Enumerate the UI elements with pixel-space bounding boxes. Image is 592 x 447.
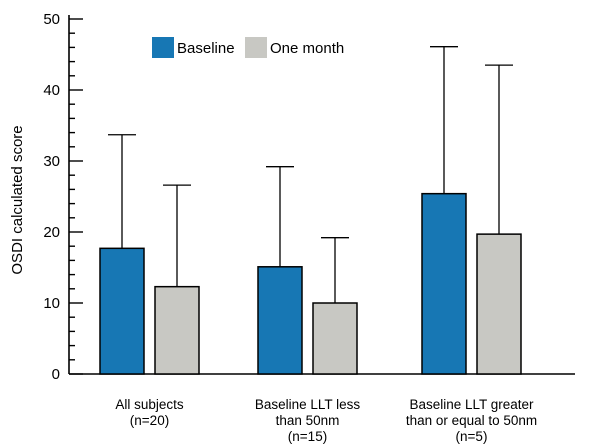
- legend-label: One month: [270, 40, 344, 57]
- bar-one-month: [154, 285, 200, 375]
- y-axis-label: OSDI calculated score: [9, 125, 26, 274]
- x-category-label: (n=5): [456, 429, 488, 444]
- y-tick-label: 30: [43, 153, 60, 170]
- x-category-label: Baseline LLT less: [255, 397, 361, 412]
- y-tick-label: 40: [43, 82, 60, 99]
- bar-one-month: [476, 233, 522, 375]
- legend-swatch: [152, 37, 174, 58]
- y-tick-label: 20: [43, 224, 60, 241]
- bar-baseline: [421, 192, 467, 375]
- bar-baseline: [99, 247, 145, 375]
- x-category-label: Baseline LLT greater: [409, 397, 534, 412]
- y-tick-label: 50: [43, 11, 60, 28]
- bar-one-month: [312, 302, 358, 375]
- x-category-label: All subjects: [115, 397, 184, 412]
- legend-swatch: [245, 37, 267, 58]
- x-category-label: than 50nm: [276, 413, 340, 428]
- x-category-label: (n=20): [130, 413, 169, 428]
- x-category-label: than or equal to 50nm: [406, 413, 537, 428]
- bar-baseline: [257, 266, 303, 375]
- y-tick-label: 10: [43, 295, 60, 312]
- legend-label: Baseline: [177, 40, 235, 57]
- x-category-label: (n=15): [288, 429, 327, 444]
- y-tick-label: 0: [52, 366, 60, 383]
- plot-area: 0 10 20 30 40 50 All subjects(n=20) Baseline LL…: [43, 11, 575, 444]
